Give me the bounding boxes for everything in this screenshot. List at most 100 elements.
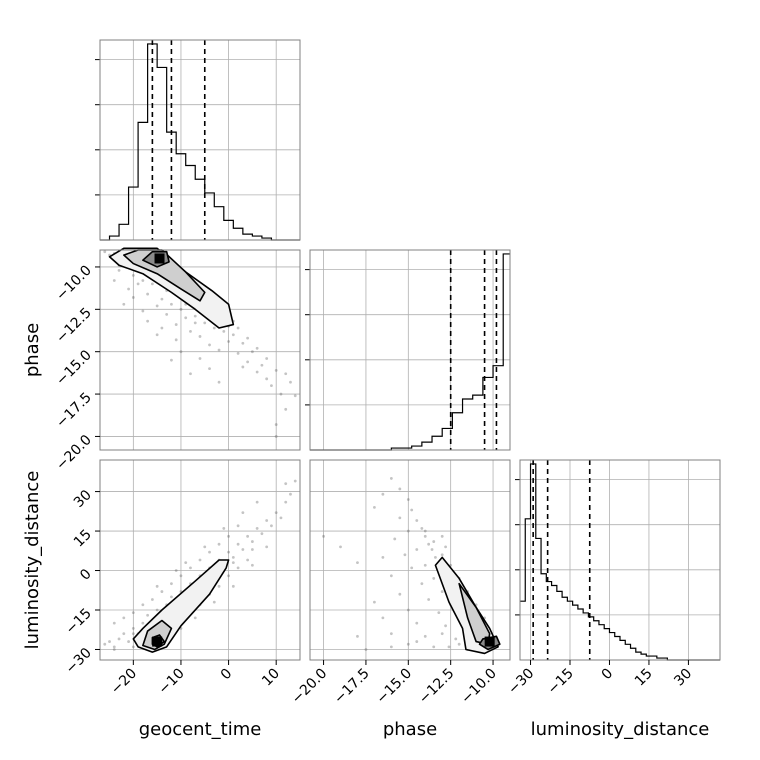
scatter-point bbox=[440, 590, 444, 593]
scatter-point bbox=[103, 250, 107, 254]
scatter-point bbox=[160, 326, 164, 330]
y-axis-label: phase bbox=[22, 323, 43, 377]
scatter-point bbox=[270, 524, 273, 528]
scatter-point bbox=[131, 611, 135, 615]
scatter-point bbox=[227, 574, 230, 578]
scatter-point bbox=[108, 640, 111, 643]
scatter-point bbox=[231, 333, 235, 337]
scatter-point bbox=[246, 360, 250, 364]
scatter-point bbox=[432, 645, 436, 649]
scatter-point bbox=[260, 363, 264, 367]
scatter-point bbox=[255, 370, 259, 374]
scatter-point bbox=[241, 548, 245, 551]
x-tick-label: −12.5 bbox=[416, 666, 458, 708]
x-tick-label: −20.0 bbox=[289, 666, 331, 708]
scatter-point bbox=[356, 634, 359, 638]
scatter-point bbox=[415, 640, 419, 643]
scatter-point bbox=[398, 516, 402, 520]
scatter-point bbox=[231, 584, 235, 588]
scatter-point bbox=[179, 574, 183, 578]
scatter-point bbox=[406, 608, 410, 612]
histogram-step-luminosity_distance bbox=[520, 463, 720, 661]
scatter-point bbox=[423, 563, 427, 567]
scatter-point bbox=[165, 313, 169, 316]
x-tick-label: −17.5 bbox=[331, 666, 373, 708]
scatter-point bbox=[217, 380, 221, 384]
scatter-point bbox=[255, 500, 259, 504]
scatter-point bbox=[198, 335, 202, 338]
scatter-point bbox=[403, 553, 407, 557]
y-tick-label: −15 bbox=[63, 606, 95, 638]
scatter-point bbox=[131, 645, 135, 649]
scatter-point bbox=[289, 380, 292, 384]
y-tick-label: 15 bbox=[71, 527, 95, 551]
scatter-point bbox=[184, 316, 188, 320]
x-tick-label: −10.0 bbox=[458, 666, 500, 708]
scatter-point bbox=[241, 341, 245, 345]
scatter-point bbox=[274, 368, 278, 372]
y-tick-label: −10.0 bbox=[53, 262, 95, 304]
scatter-point bbox=[198, 558, 202, 562]
scatter-point bbox=[250, 548, 254, 551]
scatter-point bbox=[381, 555, 385, 559]
histogram-step-phase bbox=[310, 253, 510, 451]
scatter-point bbox=[444, 545, 447, 549]
scatter-point bbox=[217, 348, 221, 352]
scatter-point bbox=[136, 282, 140, 286]
scatter-point bbox=[447, 645, 451, 649]
y-axis-label: luminosity_distance bbox=[22, 471, 43, 650]
scatter-point bbox=[246, 534, 250, 538]
x-axis-label: phase bbox=[383, 719, 437, 740]
scatter-point bbox=[222, 527, 226, 530]
x-tick-label: −20 bbox=[108, 666, 140, 698]
scatter-point bbox=[415, 548, 419, 551]
x-tick-label: 0 bbox=[218, 666, 236, 684]
density-contour bbox=[108, 247, 235, 329]
scatter-point bbox=[193, 314, 197, 318]
scatter-point bbox=[131, 627, 135, 630]
scatter-point bbox=[265, 377, 269, 381]
scatter-point bbox=[117, 268, 121, 272]
scatter-point bbox=[146, 319, 150, 323]
pair-panel-frame bbox=[99, 249, 301, 451]
scatter-point bbox=[444, 624, 447, 628]
scatter-point bbox=[381, 616, 385, 620]
scatter-point bbox=[274, 435, 278, 438]
scatter-point bbox=[146, 613, 150, 617]
scatter-point bbox=[131, 632, 135, 636]
scatter-point bbox=[184, 561, 188, 565]
scatter-point bbox=[406, 529, 410, 533]
scatter-point bbox=[141, 309, 145, 313]
scatter-point bbox=[155, 304, 159, 308]
scatter-point bbox=[440, 632, 444, 636]
scatter-point bbox=[255, 346, 259, 350]
scatter-point bbox=[212, 600, 216, 604]
x-tick-label: −15 bbox=[545, 666, 577, 698]
scatter-point bbox=[227, 534, 230, 538]
scatter-point bbox=[410, 508, 414, 512]
scatter-point bbox=[432, 540, 436, 543]
scatter-point bbox=[406, 642, 410, 646]
scatter-point bbox=[231, 561, 235, 565]
scatter-point bbox=[208, 550, 211, 554]
scatter-point bbox=[279, 516, 283, 520]
hist-panel-frame bbox=[99, 39, 301, 241]
scatter-point bbox=[265, 519, 269, 522]
scatter-point bbox=[227, 550, 230, 554]
scatter-point bbox=[189, 372, 192, 376]
scatter-point bbox=[189, 329, 192, 333]
scatter-point bbox=[170, 595, 173, 599]
scatter-point bbox=[381, 492, 385, 496]
scatter-point bbox=[170, 302, 173, 306]
scatter-point bbox=[236, 351, 240, 355]
scatter-point bbox=[265, 357, 269, 360]
y-tick-label: 0 bbox=[77, 566, 95, 584]
scatter-point bbox=[389, 574, 393, 578]
scatter-point bbox=[274, 511, 278, 515]
scatter-point bbox=[193, 616, 197, 620]
scatter-point bbox=[423, 534, 427, 538]
scatter-point bbox=[231, 555, 235, 559]
scatter-point bbox=[160, 590, 164, 593]
scatter-point bbox=[146, 292, 150, 296]
scatter-point bbox=[112, 621, 116, 625]
